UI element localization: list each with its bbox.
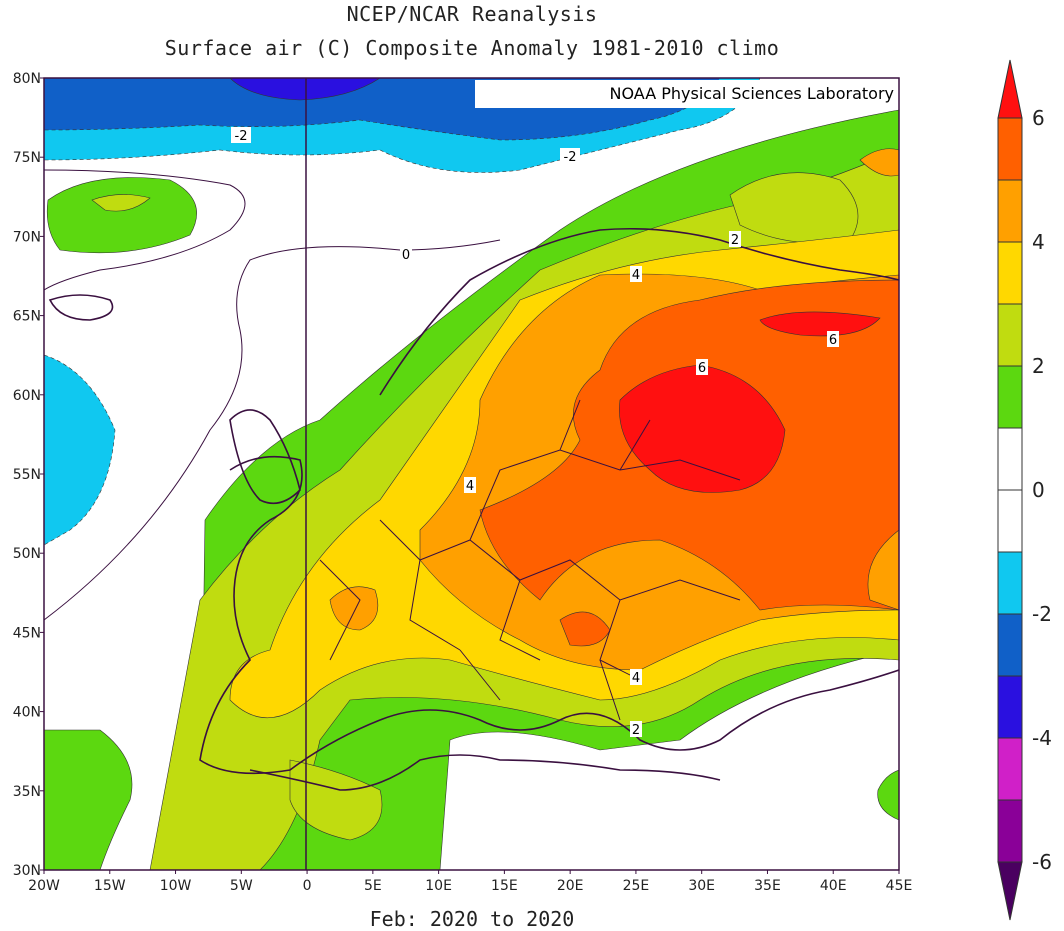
contour-label-bg [464,477,476,493]
lat-label: 60N [13,388,41,404]
coastline-iceland [48,294,114,321]
colorbar-band [997,179,1023,243]
contour-label-bg [696,359,708,375]
lon-label: 10W [160,878,192,894]
contour-label-bg [827,331,839,347]
lon-label: 45E [886,878,913,894]
colorbar: 6 4 2 0 -2 -4 -6 [997,59,1052,921]
coastline-europe [199,227,899,775]
lon-label: 35E [754,878,781,894]
lon-label: 30E [688,878,715,894]
colorbar-arrow-low [997,861,1023,921]
contour-label: 6 [698,361,706,376]
contour-label-bg [560,148,580,164]
colorbar-band [997,613,1023,677]
contour-label-bg [231,127,251,143]
contour-label-layer: -2 -2 0 2 4 4 6 6 4 2 [231,127,839,738]
colorbar-label: -4 [1032,726,1052,750]
lon-label: 15W [94,878,126,894]
lat-label: 75N [13,150,41,166]
lat-label: 50N [13,546,41,562]
contour-label-bg [630,721,642,737]
field-orange-w [329,586,379,631]
contour-label: 2 [731,233,739,248]
colorbar-label: 0 [1032,478,1045,502]
contour-label: 6 [829,333,837,348]
colorbar-band [997,365,1023,429]
colorbar-band [997,799,1023,863]
contour-label: 4 [632,671,640,686]
colorbar-band [997,675,1023,739]
credit-label: NOAA Physical Sciences Laboratory [610,84,894,103]
contour-label: 4 [466,479,474,494]
colorbar-label: -6 [1032,850,1052,874]
field-lightblue-w [44,354,116,546]
contour-zero-n [44,169,246,291]
lat-label: 55N [13,467,41,483]
colorbar-label: 2 [1032,354,1045,378]
field-red-ne [759,311,881,337]
colorbar-band [997,241,1023,305]
lon-label: 25E [623,878,650,894]
field-green-sw [44,729,133,870]
contour-label: -2 [564,150,577,165]
lon-label: 5E [364,878,382,894]
contour-label-bg [630,266,642,282]
colorbar-band [997,427,1023,491]
field-red [619,364,786,493]
lat-label: 80N [13,71,41,87]
contour-label: 0 [402,248,410,263]
coastline-uk [229,409,301,505]
lat-label: 65N [13,309,41,325]
contour-label: 4 [632,268,640,283]
colorbar-label: 4 [1032,230,1045,254]
lon-label: 15E [491,878,518,894]
contour-label-bg [630,669,642,685]
field-green-se [877,769,899,821]
lat-label: 35N [13,784,41,800]
colorbar-label: 6 [1032,106,1045,130]
longitude-axis: 20W 15W 10W 5W 0 5E 10E 15E 20E 25E 30E 35E 40E 45E [28,870,912,894]
lat-label: 70N [13,229,41,245]
field-yellowgreen-ne [729,172,859,244]
lat-label: 45N [13,625,41,641]
colorbar-label: -2 [1032,602,1052,626]
lon-label: 10E [425,878,452,894]
map-subtitle: Surface air (C) Composite Anomaly 1981-2… [164,36,780,60]
lat-label: 40N [13,705,41,721]
lon-label: 5W [230,878,253,894]
field-yellowgreen-nw [91,194,151,212]
colorbar-band [997,117,1023,181]
colorbar-band [997,489,1023,553]
lon-label: 20E [557,878,584,894]
lon-label: 20W [28,878,60,894]
colorbar-band [997,737,1023,801]
field-orange-ne [859,148,899,177]
field-purple [229,78,381,101]
lon-label: 0 [303,878,312,894]
latitude-axis: 80N 75N 70N 65N 60N 55N 50N 45N 40N 35N 30N [13,71,44,879]
contour-label-bg [729,231,741,247]
credit-box [475,80,897,108]
colorbar-band [997,303,1023,367]
contour-label: -2 [235,129,248,144]
country-borders [319,399,741,721]
lon-label: 40E [820,878,847,894]
map-title: NCEP/NCAR Reanalysis [346,2,598,26]
contour-label: 2 [632,723,640,738]
map-footer: Feb: 2020 to 2020 [369,907,575,931]
field-green-nw [46,177,197,254]
lat-label: 30N [13,863,41,879]
coastline-northafrica [249,754,721,791]
anomaly-fields [44,78,899,870]
colorbar-arrow-high [997,59,1023,119]
contour-label-bg [400,246,412,262]
colorbar-band [997,551,1023,615]
